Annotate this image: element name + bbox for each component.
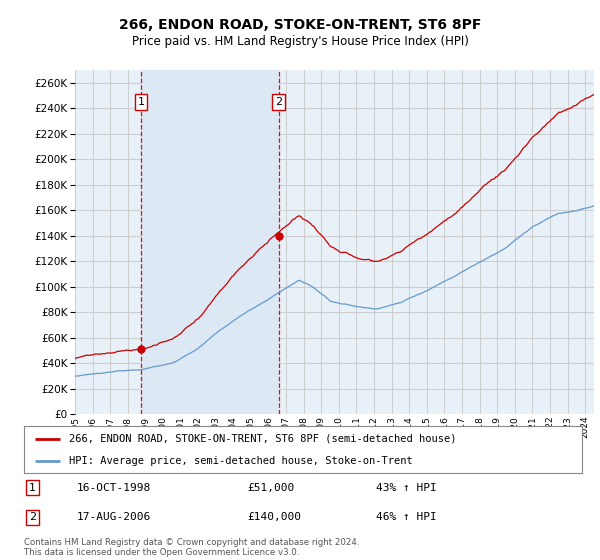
Text: 17-AUG-2006: 17-AUG-2006 bbox=[77, 512, 151, 522]
Text: 43% ↑ HPI: 43% ↑ HPI bbox=[376, 483, 436, 493]
Text: £140,000: £140,000 bbox=[247, 512, 301, 522]
Text: 2: 2 bbox=[275, 97, 283, 107]
Bar bbox=[141, 70, 279, 414]
Text: Contains HM Land Registry data © Crown copyright and database right 2024.
This d: Contains HM Land Registry data © Crown c… bbox=[24, 538, 359, 557]
Text: 266, ENDON ROAD, STOKE-ON-TRENT, ST6 8PF: 266, ENDON ROAD, STOKE-ON-TRENT, ST6 8PF bbox=[119, 18, 481, 32]
Text: 46% ↑ HPI: 46% ↑ HPI bbox=[376, 512, 436, 522]
Text: £51,000: £51,000 bbox=[247, 483, 295, 493]
Text: 1: 1 bbox=[137, 97, 145, 107]
Text: 2: 2 bbox=[29, 512, 36, 522]
Text: 1: 1 bbox=[29, 483, 36, 493]
Text: 266, ENDON ROAD, STOKE-ON-TRENT, ST6 8PF (semi-detached house): 266, ENDON ROAD, STOKE-ON-TRENT, ST6 8PF… bbox=[68, 434, 456, 444]
Text: Price paid vs. HM Land Registry's House Price Index (HPI): Price paid vs. HM Land Registry's House … bbox=[131, 35, 469, 48]
Text: HPI: Average price, semi-detached house, Stoke-on-Trent: HPI: Average price, semi-detached house,… bbox=[68, 456, 412, 466]
Text: 16-OCT-1998: 16-OCT-1998 bbox=[77, 483, 151, 493]
